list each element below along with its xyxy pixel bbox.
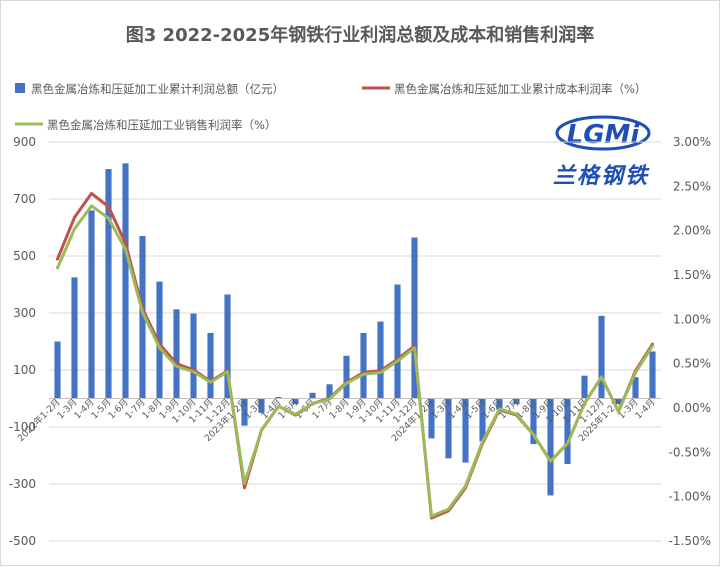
bar (615, 398, 622, 405)
bar (598, 315, 605, 399)
bar (173, 309, 180, 399)
right-tick-label: 2.50% (673, 179, 711, 193)
left-tick-label: -100 (9, 420, 36, 434)
left-tick-label: -500 (9, 534, 36, 548)
right-tick-label: 0.50% (673, 357, 711, 371)
bar (547, 398, 554, 496)
bar (649, 351, 656, 399)
logo-caption: 兰格钢铁 (553, 164, 650, 189)
right-tick-label: 3.00% (673, 135, 711, 149)
gridlines (49, 141, 661, 542)
bar (275, 397, 282, 399)
legend-sales-label: 黑色金属冶炼和压延加工业销售利润率（%） (47, 118, 276, 132)
line-series (56, 191, 654, 520)
bar (513, 398, 520, 405)
legend-cost-label: 黑色金属冶炼和压延加工业累计成本利润率（%） (394, 82, 646, 96)
bar (292, 398, 299, 405)
bar (377, 321, 384, 399)
logo-ring (555, 115, 651, 151)
brand-logo: LGMi 兰格钢铁 (553, 115, 651, 189)
bar (156, 281, 163, 399)
bar (190, 313, 197, 399)
chart-title: 图3 2022-2025年钢铁行业利润总额及成本和销售利润率 (126, 24, 594, 46)
bar (207, 332, 214, 399)
bar (462, 398, 469, 463)
bar (632, 377, 639, 399)
left-tick-label: 900 (13, 135, 36, 149)
right-tick-label: 1.00% (673, 312, 711, 326)
bar-series (54, 163, 656, 496)
right-tick-label: -0.50% (669, 445, 711, 459)
cost-profit-rate-line (56, 191, 654, 520)
right-tick-label: -1.00% (669, 490, 711, 504)
legend-bar-swatch (15, 83, 25, 93)
bar (71, 277, 78, 399)
bar (54, 341, 61, 399)
logo-text: LGMi (567, 120, 641, 150)
right-axis: 3.00% 2.50% 2.00% 1.50% 1.00% 0.50% 0.00% -0.50… (669, 135, 711, 548)
right-tick-label: -1.50% (669, 534, 711, 548)
bar (343, 355, 350, 399)
bar (224, 294, 231, 399)
left-tick-label: 700 (13, 192, 36, 206)
bar (105, 169, 112, 399)
x-tick-label: 1-4月 (633, 397, 658, 422)
left-tick-label: 500 (13, 249, 36, 263)
bar (479, 398, 486, 442)
bar (258, 398, 265, 413)
bar (411, 237, 418, 399)
left-tick-label: 300 (13, 306, 36, 320)
legend: 黑色金属冶炼和压延加工业累计利润总额（亿元） 黑色金属冶炼和压延加工业累计成本利… (15, 82, 646, 132)
bar (530, 398, 537, 445)
left-tick-label: 100 (13, 363, 36, 377)
bar (326, 384, 333, 399)
right-tick-label: 1.50% (673, 268, 711, 282)
sales-profit-rate-line (56, 204, 654, 518)
bar (445, 398, 452, 459)
bar (564, 398, 571, 465)
bar (309, 392, 316, 399)
x-axis-labels: 2022年1-2月1-3月1-4月1-5月1-6月1-7月1-8月1-9月1-1… (15, 396, 658, 444)
left-tick-label: -300 (9, 477, 36, 491)
right-tick-label: 2.00% (673, 224, 711, 238)
bar (122, 163, 129, 399)
bar (496, 398, 503, 410)
bar (241, 398, 248, 426)
bar (139, 236, 146, 399)
left-axis: 900 700 500 300 100 -100 -300 -500 (9, 135, 36, 548)
right-tick-label: 0.00% (673, 401, 711, 415)
bar (394, 284, 401, 399)
bar (428, 398, 435, 439)
bar (581, 375, 588, 399)
legend-bar-label: 黑色金属冶炼和压延加工业累计利润总额（亿元） (31, 82, 284, 96)
bar (88, 210, 95, 399)
bar (360, 332, 367, 399)
